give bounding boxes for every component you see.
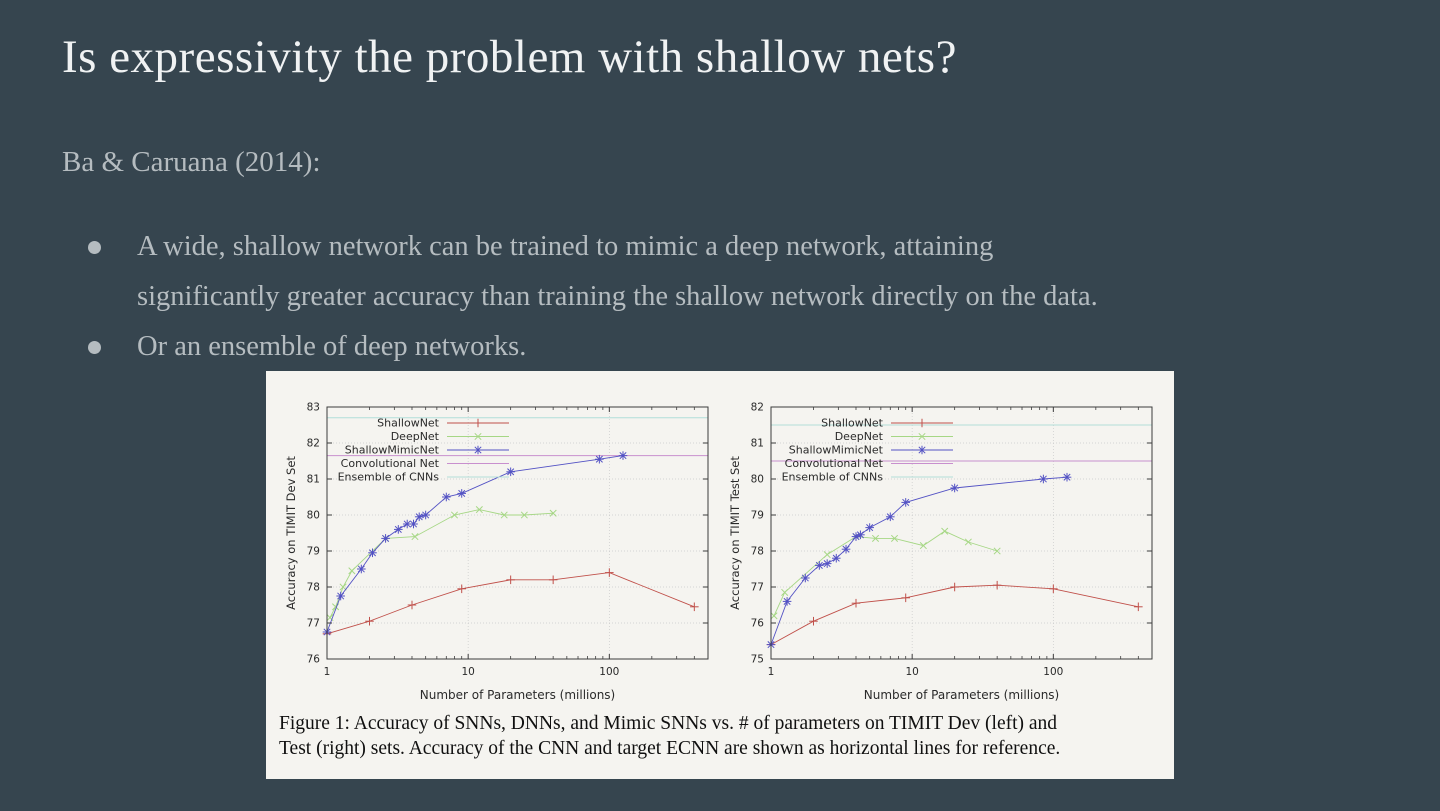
- svg-text:Convolutional Net: Convolutional Net: [785, 457, 884, 470]
- svg-text:79: 79: [307, 546, 320, 558]
- svg-text:78: 78: [751, 546, 764, 558]
- bullet-text: significantly greater accuracy than trai…: [137, 281, 1098, 312]
- svg-text:80: 80: [307, 510, 320, 522]
- figure-caption-line1: Figure 1: Accuracy of SNNs, DNNs, and Mi…: [279, 713, 1058, 734]
- figure-panel: 1 10 100 76 77 78 79 80 81 82 83 Number of Paramete…: [266, 371, 1174, 779]
- svg-text:Ensemble of CNNs: Ensemble of CNNs: [782, 471, 884, 484]
- svg-text:100: 100: [599, 666, 619, 678]
- svg-text:78: 78: [307, 582, 320, 594]
- figure-caption-line2: Test (right) sets. Accuracy of the CNN a…: [279, 738, 1061, 759]
- bullet-icon: [88, 341, 101, 354]
- bullet-item: A wide, shallow network can be trained t…: [88, 222, 1388, 322]
- svg-text:Accuracy on TIMIT Test Set: Accuracy on TIMIT Test Set: [728, 456, 742, 610]
- chart-svg: 1 10 100 76 77 78 79 80 81 82 83 Number of Paramete…: [284, 402, 709, 702]
- svg-text:77: 77: [751, 582, 764, 594]
- svg-text:10: 10: [905, 666, 918, 678]
- svg-text:79: 79: [751, 510, 764, 522]
- svg-text:DeepNet: DeepNet: [391, 430, 440, 443]
- svg-text:1: 1: [324, 666, 331, 678]
- svg-text:1: 1: [768, 666, 775, 678]
- bullet-item: Or an ensemble of deep networks.: [88, 322, 1388, 372]
- svg-text:82: 82: [751, 402, 764, 414]
- svg-text:81: 81: [751, 438, 764, 450]
- svg-text:ShallowMimicNet: ShallowMimicNet: [345, 444, 440, 457]
- svg-text:Convolutional Net: Convolutional Net: [341, 457, 440, 470]
- svg-text:ShallowNet: ShallowNet: [821, 417, 884, 430]
- svg-text:81: 81: [307, 474, 320, 486]
- page-title: Is expressivity the problem with shallow…: [62, 31, 957, 83]
- bullet-list: A wide, shallow network can be trained t…: [88, 222, 1388, 372]
- chart-timit-dev: 1 10 100 76 77 78 79 80 81 82 83 Number of Paramete…: [284, 383, 726, 705]
- bullet-icon: [88, 241, 101, 254]
- svg-text:Accuracy on TIMIT Dev Set: Accuracy on TIMIT Dev Set: [284, 456, 298, 610]
- svg-text:82: 82: [307, 438, 320, 450]
- svg-text:Number of Parameters (millions: Number of Parameters (millions): [864, 688, 1060, 702]
- subtitle-citation: Ba & Caruana (2014):: [62, 146, 321, 178]
- svg-text:Number of Parameters (millions: Number of Parameters (millions): [420, 688, 616, 702]
- svg-text:Ensemble of CNNs: Ensemble of CNNs: [338, 471, 440, 484]
- svg-text:100: 100: [1043, 666, 1063, 678]
- chart-svg: 1 10 100 75 76 77 78 79 80 81 82 Number of Paramete…: [728, 402, 1153, 702]
- svg-text:76: 76: [751, 618, 765, 630]
- svg-text:DeepNet: DeepNet: [835, 430, 884, 443]
- svg-text:ShallowNet: ShallowNet: [377, 417, 440, 430]
- chart-timit-test: 1 10 100 75 76 77 78 79 80 81 82 Number of Paramete…: [728, 383, 1170, 705]
- svg-text:75: 75: [751, 654, 764, 666]
- svg-text:80: 80: [751, 474, 764, 486]
- svg-text:ShallowMimicNet: ShallowMimicNet: [789, 444, 884, 457]
- svg-text:77: 77: [307, 618, 320, 630]
- svg-text:10: 10: [461, 666, 474, 678]
- figure-caption: Figure 1: Accuracy of SNNs, DNNs, and Mi…: [279, 711, 1165, 761]
- svg-text:83: 83: [307, 402, 320, 414]
- bullet-text: A wide, shallow network can be trained t…: [137, 231, 994, 262]
- svg-text:76: 76: [307, 654, 321, 666]
- bullet-text: Or an ensemble of deep networks.: [137, 331, 527, 362]
